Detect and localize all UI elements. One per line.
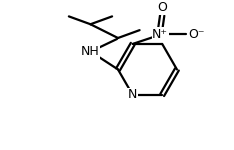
Text: O⁻: O⁻ <box>188 28 205 41</box>
Text: O: O <box>157 1 167 14</box>
Text: NH: NH <box>81 45 100 58</box>
Text: N⁺: N⁺ <box>152 28 168 41</box>
Text: N: N <box>128 88 137 101</box>
